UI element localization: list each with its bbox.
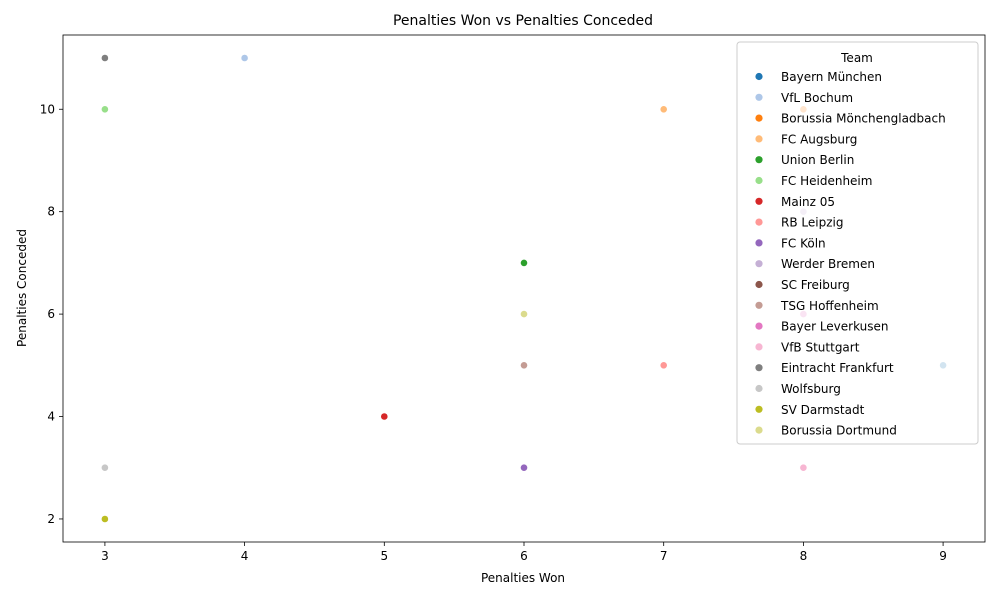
x-tick-label: 4 bbox=[241, 549, 249, 563]
y-axis-ticks: 2 4 6 8 10 bbox=[40, 102, 63, 526]
chart-title: Penalties Won vs Penalties Conceded bbox=[393, 13, 653, 29]
legend-entry: Borussia Mönchengladbach bbox=[781, 112, 946, 126]
legend-entry: Borussia Dortmund bbox=[781, 424, 897, 438]
legend-entry: Bayer Leverkusen bbox=[781, 320, 889, 334]
legend-entry: TSG Hoffenheim bbox=[780, 299, 879, 313]
legend-marker bbox=[755, 156, 763, 164]
x-tick-label: 7 bbox=[660, 549, 668, 563]
data-point bbox=[659, 361, 668, 370]
data-point bbox=[799, 463, 808, 472]
data-point bbox=[520, 310, 528, 318]
legend-entry: FC Augsburg bbox=[781, 132, 857, 146]
y-tick-label: 8 bbox=[47, 205, 55, 219]
legend-marker bbox=[755, 301, 763, 309]
y-tick-label: 4 bbox=[47, 410, 55, 424]
legend-marker bbox=[755, 260, 763, 268]
legend-entry: SV Darmstadt bbox=[781, 403, 865, 417]
legend-entry: SC Freiburg bbox=[781, 278, 850, 292]
legend-entry: Mainz 05 bbox=[781, 195, 835, 209]
data-point bbox=[101, 105, 109, 114]
legend-marker bbox=[755, 114, 763, 122]
y-axis-label: Penalties Conceded bbox=[15, 229, 29, 347]
legend-entry: Wolfsburg bbox=[781, 382, 841, 396]
y-tick-label: 2 bbox=[47, 512, 55, 526]
x-tick-label: 3 bbox=[101, 549, 109, 563]
legend-entry: FC Köln bbox=[781, 236, 826, 250]
data-point bbox=[520, 463, 528, 472]
x-tick-label: 8 bbox=[800, 549, 808, 563]
legend: Team Bayern München VfL Bochum Borussia Mö… bbox=[736, 41, 979, 445]
legend-marker bbox=[755, 405, 763, 413]
legend-title: Team bbox=[840, 51, 873, 65]
legend-marker bbox=[755, 280, 763, 289]
data-point bbox=[520, 361, 528, 370]
y-tick-label: 6 bbox=[47, 307, 55, 321]
legend-marker bbox=[755, 384, 763, 393]
legend-marker bbox=[755, 93, 763, 101]
legend-entry: Union Berlin bbox=[781, 153, 854, 167]
y-tick-label: 10 bbox=[40, 102, 55, 116]
legend-entry: Werder Bremen bbox=[781, 257, 875, 271]
legend-marker bbox=[755, 218, 763, 226]
x-tick-label: 5 bbox=[380, 549, 388, 563]
legend-entry: FC Heidenheim bbox=[781, 174, 872, 188]
legend-marker bbox=[755, 239, 763, 247]
data-point bbox=[380, 412, 389, 421]
data-point bbox=[101, 463, 109, 472]
x-tick-label: 6 bbox=[520, 549, 528, 563]
legend-marker bbox=[755, 364, 763, 372]
data-point bbox=[520, 258, 528, 267]
legend-entry: RB Leipzig bbox=[781, 216, 843, 230]
legend-marker bbox=[755, 322, 763, 330]
legend-marker bbox=[755, 197, 763, 205]
legend-marker bbox=[755, 426, 763, 434]
legend-marker bbox=[755, 343, 763, 351]
legend-frame bbox=[736, 41, 979, 445]
legend-marker bbox=[755, 72, 763, 81]
legend-entry: VfB Stuttgart bbox=[781, 340, 860, 354]
data-point bbox=[101, 54, 109, 62]
x-axis-label: Penalties Won bbox=[481, 571, 565, 585]
x-tick-label: 9 bbox=[939, 549, 947, 563]
x-axis-ticks: 3 4 5 6 7 8 9 bbox=[101, 542, 947, 563]
legend-entry: VfL Bochum bbox=[781, 91, 853, 105]
legend-entry: Eintracht Frankfurt bbox=[781, 361, 894, 375]
legend-entry: Bayern München bbox=[781, 70, 882, 84]
data-point bbox=[659, 105, 668, 114]
data-point bbox=[101, 515, 109, 523]
data-point bbox=[240, 54, 249, 62]
legend-marker bbox=[755, 135, 763, 143]
legend-marker bbox=[755, 176, 763, 185]
